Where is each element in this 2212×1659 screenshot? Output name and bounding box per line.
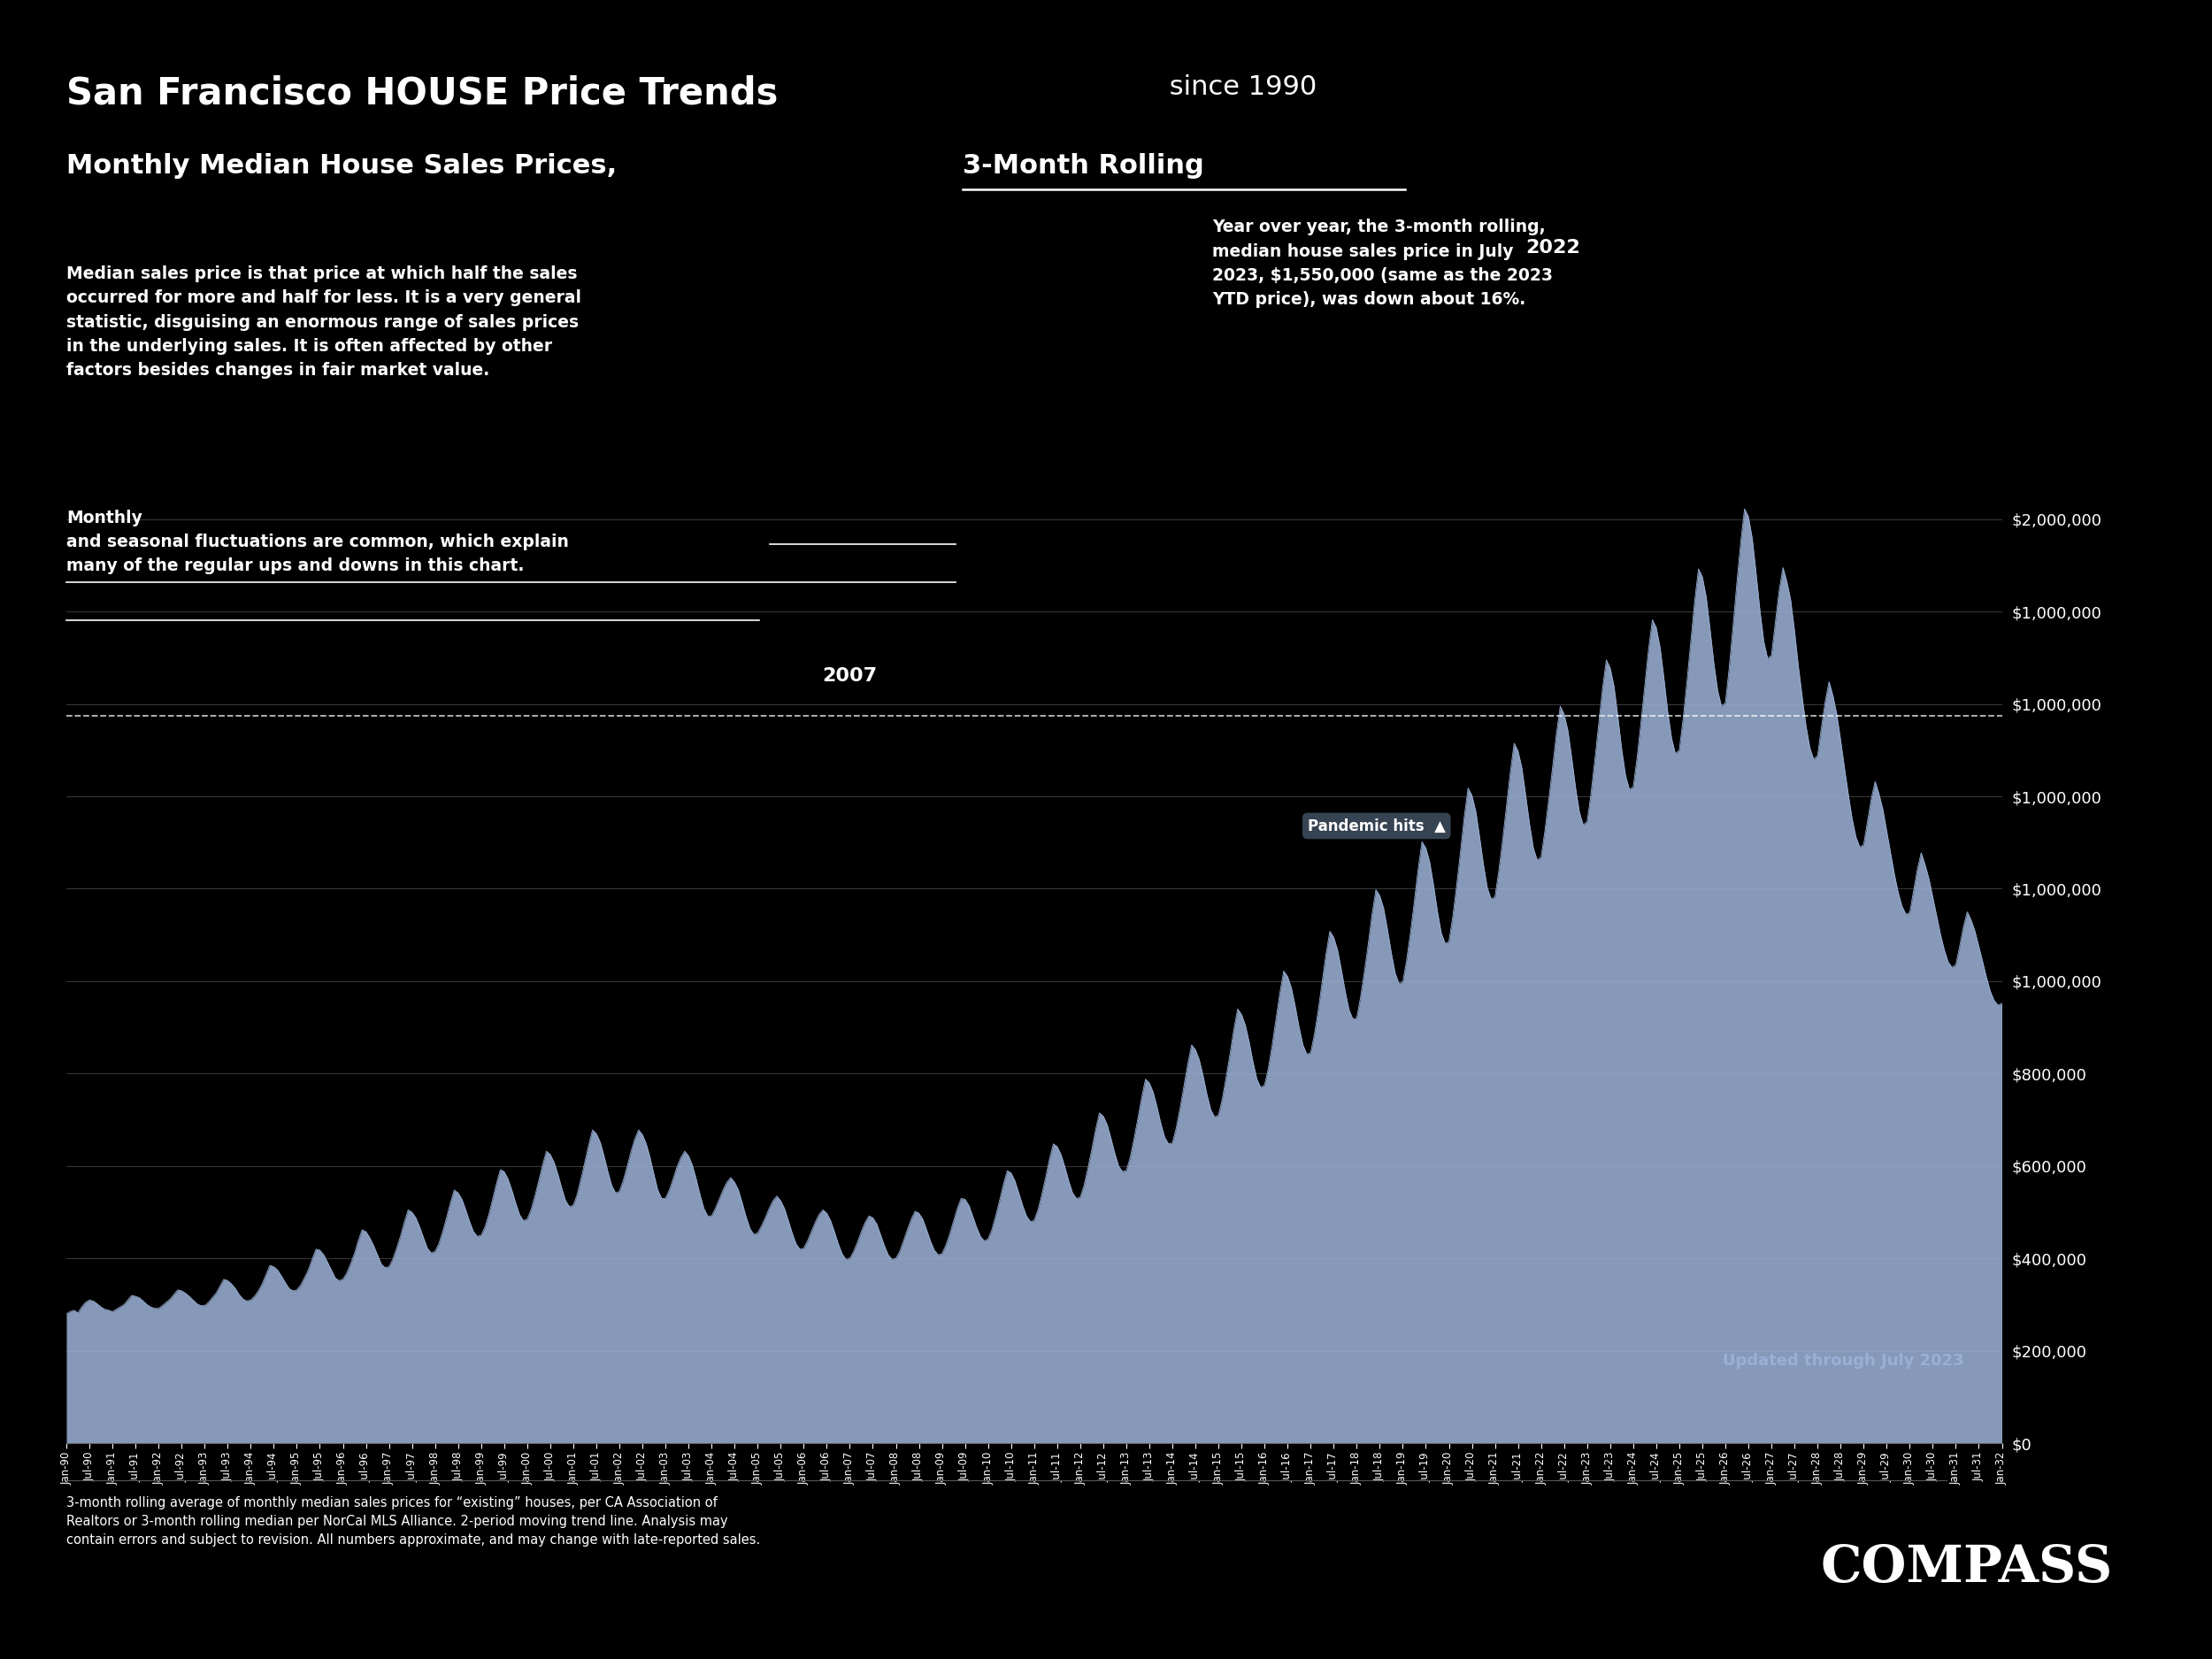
Text: 2007: 2007 bbox=[823, 667, 878, 685]
Text: 2022: 2022 bbox=[1526, 239, 1579, 257]
Text: 3-Month Rolling: 3-Month Rolling bbox=[962, 153, 1203, 178]
Text: Pandemic hits  ▲: Pandemic hits ▲ bbox=[1307, 818, 1444, 834]
Text: Year over year, the 3-month rolling,
median house sales price in July
2023, $1,5: Year over year, the 3-month rolling, med… bbox=[1212, 219, 1553, 309]
Text: 3-month rolling average of monthly median sales prices for “existing” houses, pe: 3-month rolling average of monthly media… bbox=[66, 1496, 761, 1546]
Text: Monthly Median House Sales Prices,: Monthly Median House Sales Prices, bbox=[66, 153, 626, 178]
Text: San Francisco HOUSE Price Trends: San Francisco HOUSE Price Trends bbox=[66, 75, 779, 111]
Text: Median sales price is that price at which half the sales
occurred for more and h: Median sales price is that price at whic… bbox=[66, 265, 582, 378]
Text: Monthly
and seasonal fluctuations are common, which explain
many of the regular : Monthly and seasonal fluctuations are co… bbox=[66, 509, 568, 574]
Text: Updated through July 2023: Updated through July 2023 bbox=[1723, 1352, 1964, 1369]
Text: since 1990: since 1990 bbox=[1161, 75, 1318, 100]
Text: COMPASS: COMPASS bbox=[1820, 1543, 2112, 1593]
